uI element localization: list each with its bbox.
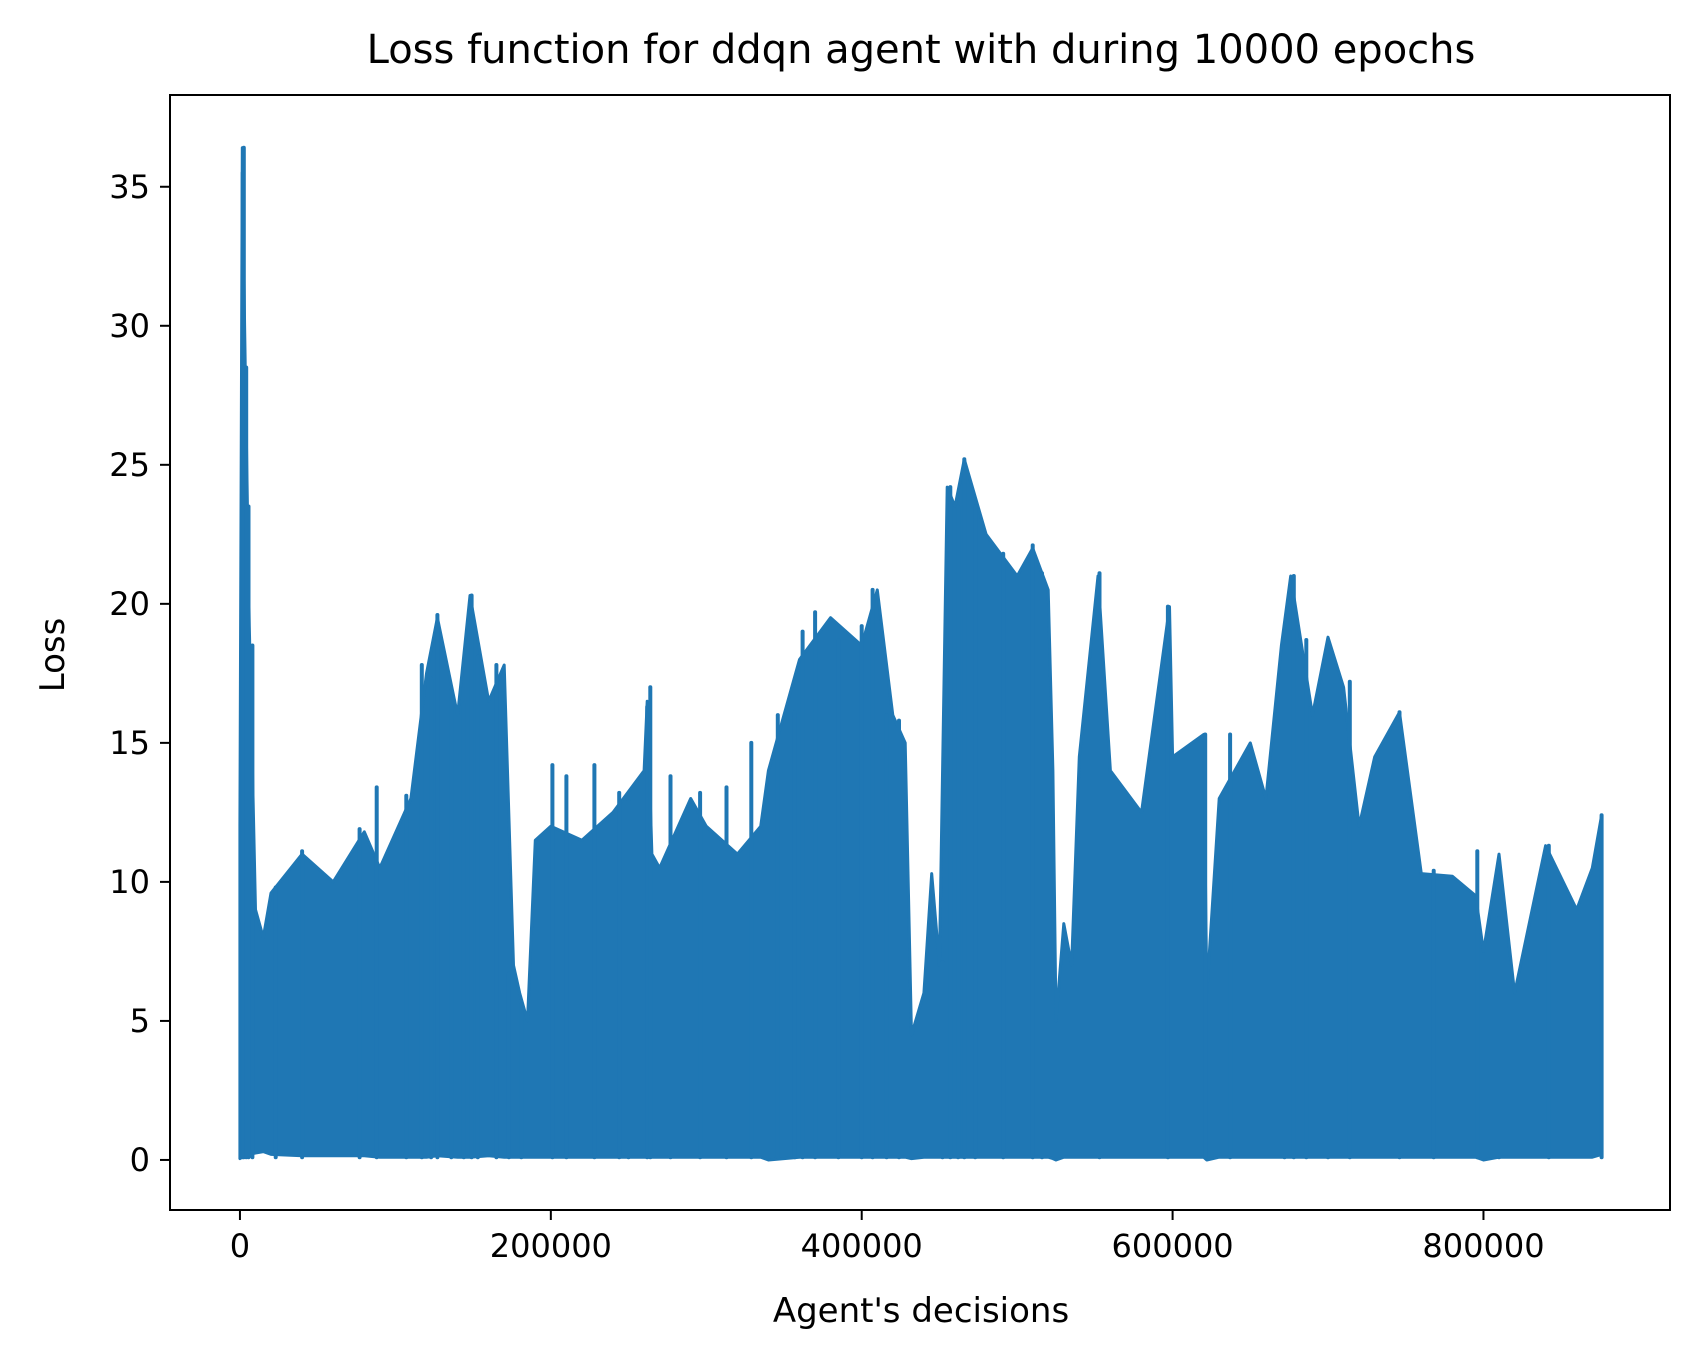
y-axis-label: Loss bbox=[33, 618, 73, 693]
x-tick-label: 0 bbox=[230, 1227, 250, 1265]
x-tick-label: 600000 bbox=[1112, 1227, 1234, 1265]
y-tick-label: 5 bbox=[130, 1002, 150, 1040]
y-tick-label: 35 bbox=[109, 168, 150, 206]
y-tick-label: 0 bbox=[130, 1141, 150, 1179]
plot-area bbox=[238, 145, 1604, 1162]
x-tick-label: 800000 bbox=[1422, 1227, 1544, 1265]
y-axis: 0 5 10 15 20 25 30 35 bbox=[109, 168, 170, 1179]
x-tick-label: 200000 bbox=[490, 1227, 612, 1265]
x-tick-label: 400000 bbox=[801, 1227, 923, 1265]
x-axis-label: Agent's decisions bbox=[773, 1291, 1069, 1331]
y-tick-label: 15 bbox=[109, 724, 150, 762]
y-tick-label: 20 bbox=[109, 585, 150, 623]
chart-title: Loss function for ddqn agent with during… bbox=[367, 27, 1476, 73]
y-tick-label: 25 bbox=[109, 446, 150, 484]
y-tick-label: 30 bbox=[109, 307, 150, 345]
axes-frame bbox=[169, 94, 1671, 1211]
x-axis: 0 200000 400000 600000 800000 bbox=[230, 1210, 1545, 1265]
y-tick-label: 10 bbox=[109, 863, 150, 901]
